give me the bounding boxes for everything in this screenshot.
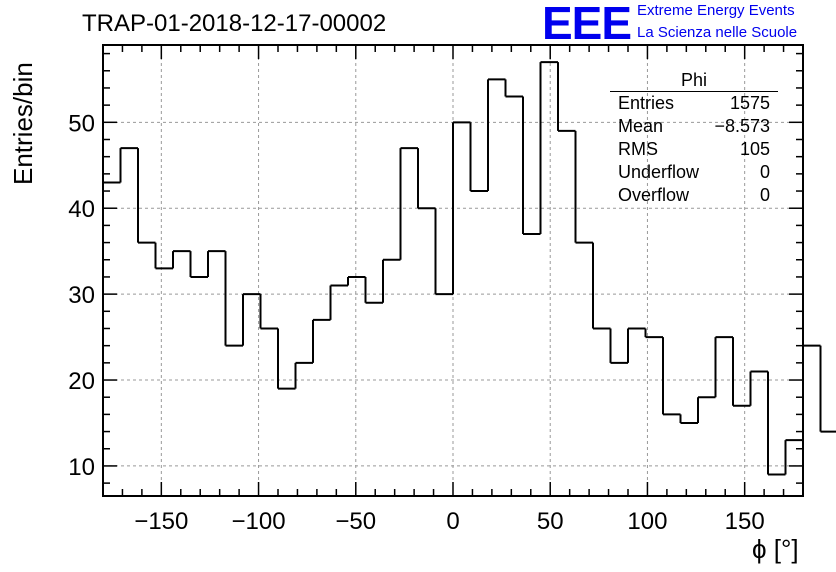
stats-label: Underflow xyxy=(618,162,700,182)
stats-value: 0 xyxy=(759,162,770,182)
histogram-bin xyxy=(819,345,836,433)
histogram-bin xyxy=(259,294,278,330)
histogram-bin xyxy=(329,284,348,320)
histogram-bin xyxy=(434,208,453,296)
stats-value: −8.573 xyxy=(714,116,770,136)
org-name: Extreme Energy Events xyxy=(637,2,795,19)
x-tick-label: −100 xyxy=(232,508,286,535)
x-tick-label: −150 xyxy=(134,508,188,535)
stats-row-mean: Mean −8.573 xyxy=(612,115,776,138)
stats-label: Entries xyxy=(618,93,675,113)
histogram-bin xyxy=(627,327,646,363)
stats-label: Mean xyxy=(618,116,664,136)
histogram-bin xyxy=(697,396,716,423)
histogram-bin xyxy=(154,242,173,270)
y-tick-label: 30 xyxy=(68,282,95,309)
stats-label: RMS xyxy=(618,139,658,159)
histogram-bin xyxy=(452,121,471,295)
histogram-bin xyxy=(364,276,383,304)
stats-row-rms: RMS 105 xyxy=(612,138,776,161)
histogram-bin xyxy=(277,328,296,390)
histogram-bin xyxy=(119,147,138,183)
y-tick-label: 40 xyxy=(68,196,95,223)
histogram-bin xyxy=(224,251,243,347)
histogram-bin xyxy=(679,414,698,424)
x-tick-label: 150 xyxy=(725,508,765,535)
histogram-bin xyxy=(802,344,821,441)
chart-title: TRAP-01-2018-12-17-00002 xyxy=(82,10,387,37)
histogram-bin xyxy=(557,62,576,132)
stats-value: 0 xyxy=(759,185,770,205)
x-tick-label: −50 xyxy=(335,508,376,535)
stats-row-overflow: Overflow 0 xyxy=(612,184,776,207)
histogram-bin xyxy=(347,275,366,286)
histogram-bin xyxy=(592,242,611,330)
stats-value: 105 xyxy=(739,139,770,159)
histogram-bin xyxy=(662,337,681,416)
histogram-bin xyxy=(644,328,663,339)
y-tick-label: 20 xyxy=(68,368,95,395)
axes: −150 −100 −50 0 50 100 150 10 20 30 40 50 xyxy=(68,44,804,535)
histogram-bin xyxy=(784,439,803,475)
stats-value: 1575 xyxy=(729,93,770,113)
histogram-bin xyxy=(172,250,191,269)
histogram-bin xyxy=(504,79,523,98)
histogram-bin xyxy=(294,361,313,389)
histogram-bin xyxy=(417,148,436,210)
histogram-series xyxy=(103,61,836,476)
histogram-bin xyxy=(714,336,733,398)
histogram-bin xyxy=(609,328,628,364)
histogram-bin xyxy=(382,258,401,303)
y-tick-label: 10 xyxy=(68,454,95,481)
org-subtitle: La Scienza nelle Scuole xyxy=(637,24,798,41)
histogram-bin xyxy=(767,371,786,476)
x-tick-label: 100 xyxy=(627,508,667,535)
x-tick-label: 50 xyxy=(537,508,564,535)
histogram-bin xyxy=(137,148,156,244)
stats-row-underflow: Underflow 0 xyxy=(612,161,776,184)
y-tick-label: 50 xyxy=(68,110,95,137)
stats-label: Overflow xyxy=(618,185,690,205)
histogram-bin xyxy=(207,250,226,277)
stats-row-entries: Entries 1575 xyxy=(612,92,776,115)
histogram-bin xyxy=(749,370,768,406)
x-axis-label: ϕ [°] xyxy=(752,534,799,564)
histogram-bin xyxy=(574,130,593,244)
stats-title: Phi xyxy=(610,70,778,92)
histogram-bin xyxy=(539,61,558,234)
stats-box: Phi Entries 1575 Mean −8.573 RMS 105 Und… xyxy=(610,70,778,207)
histogram-bin xyxy=(487,78,506,192)
histogram-bin xyxy=(312,318,331,363)
histogram-bin xyxy=(189,251,208,278)
y-axis-label: Entries/bin xyxy=(8,62,38,185)
histogram-bin xyxy=(522,96,541,235)
eee-logo: EEE xyxy=(542,0,632,49)
histogram-bin xyxy=(469,122,488,193)
histogram-bin xyxy=(732,337,751,407)
x-tick-label: 0 xyxy=(446,508,459,535)
histogram-bin xyxy=(399,147,418,260)
histogram-bin xyxy=(242,293,261,346)
